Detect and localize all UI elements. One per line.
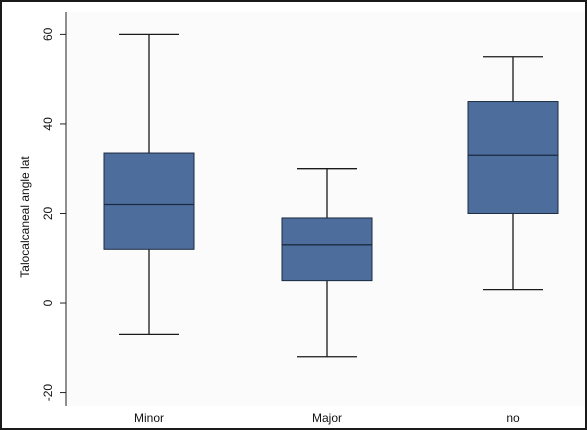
y-tick-label: -20: [41, 384, 55, 402]
category-label: Major: [312, 411, 342, 425]
y-tick-label: 20: [41, 206, 55, 220]
box-series: [103, 33, 559, 358]
box-major: [281, 168, 373, 358]
y-axis: -20 0 20 40 60: [41, 12, 67, 406]
category-label: Minor: [134, 411, 164, 425]
y-tick-label: 40: [41, 117, 55, 131]
interquartile-box: [281, 217, 373, 282]
box-no: [467, 56, 559, 291]
box-minor: [103, 33, 195, 336]
y-axis-title: Talocalcaneal angle lat: [18, 156, 32, 278]
x-axis-categories: Minor Major no: [134, 411, 520, 425]
y-tick-label: 60: [41, 27, 55, 41]
y-tick-label: 0: [41, 299, 55, 306]
category-label: no: [506, 411, 520, 425]
interquartile-box: [467, 101, 559, 214]
interquartile-box: [103, 152, 195, 250]
